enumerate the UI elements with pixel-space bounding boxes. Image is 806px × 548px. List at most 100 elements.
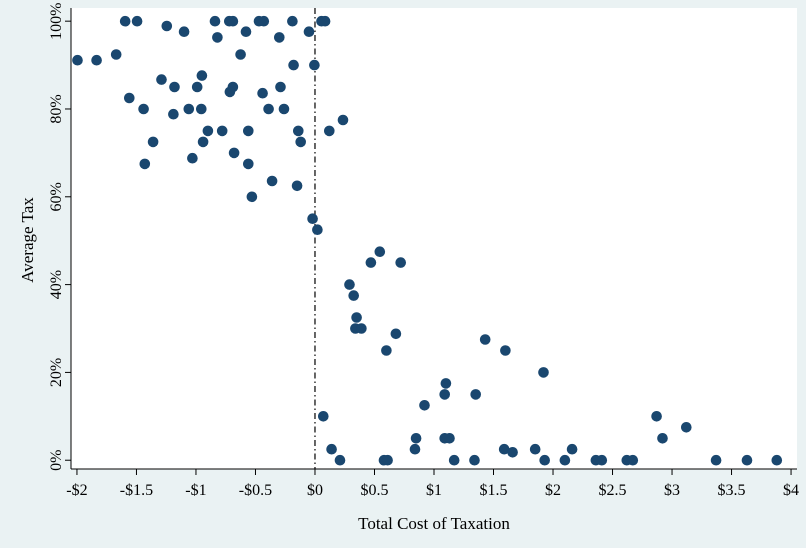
- data-point: [307, 213, 318, 224]
- data-point: [209, 15, 221, 27]
- data-point: [168, 108, 179, 120]
- data-point: [337, 114, 349, 126]
- data-point: [566, 443, 578, 455]
- data-point: [348, 290, 360, 301]
- x-tick-label: $0.5: [360, 482, 388, 499]
- data-point: [319, 15, 331, 27]
- axes-layer: -$2 -$1.5 -$1 -$0.5 $0 $0.5 $1 $1.5 $2 $2.5 $3 $3.5…: [48, 3, 799, 499]
- data-point: [390, 328, 402, 340]
- data-point: [274, 32, 285, 43]
- data-point: [246, 191, 258, 203]
- data-point: [500, 345, 511, 356]
- data-point: [681, 422, 692, 433]
- data-point: [196, 70, 208, 81]
- data-point: [469, 454, 480, 466]
- data-point: [257, 87, 268, 99]
- x-tick-label: $1.5: [480, 482, 508, 499]
- data-point: [196, 103, 207, 115]
- plot-area: [71, 8, 797, 469]
- data-point: [470, 389, 482, 400]
- data-point: [139, 158, 151, 170]
- y-axis-title: Average Tax: [18, 197, 37, 283]
- data-point: [227, 15, 239, 27]
- data-point: [419, 400, 430, 411]
- y-tick-label: 80%: [48, 94, 65, 123]
- data-point: [235, 49, 246, 60]
- data-point: [169, 81, 180, 93]
- data-point: [178, 26, 190, 37]
- data-point: [771, 454, 783, 466]
- x-tick-label: $3.5: [718, 482, 746, 499]
- data-point: [344, 279, 355, 290]
- data-point: [287, 15, 298, 27]
- x-tick-label: $4: [783, 482, 799, 499]
- y-tick-label: 60%: [48, 182, 65, 211]
- data-point: [439, 389, 451, 400]
- data-point: [479, 334, 491, 345]
- data-point: [596, 454, 608, 466]
- data-point: [278, 103, 290, 115]
- data-point: [240, 26, 252, 37]
- data-point: [147, 136, 159, 148]
- data-point: [212, 32, 223, 43]
- data-point: [539, 454, 550, 466]
- data-point: [538, 367, 549, 378]
- data-point: [741, 454, 753, 466]
- data-point: [559, 454, 571, 466]
- data-point: [312, 224, 323, 235]
- data-point: [288, 59, 299, 71]
- x-tick-label: -$2: [66, 482, 87, 499]
- data-point: [295, 136, 307, 148]
- data-point: [324, 125, 335, 137]
- data-point: [138, 103, 149, 115]
- data-point: [303, 26, 315, 37]
- data-point: [356, 323, 367, 334]
- x-tick-label: $2.5: [599, 482, 627, 499]
- data-point: [507, 447, 518, 458]
- data-point: [161, 20, 173, 32]
- data-points-layer: [72, 15, 783, 466]
- data-point: [440, 378, 452, 389]
- data-point: [498, 443, 510, 455]
- data-point: [124, 92, 135, 104]
- data-point: [627, 454, 639, 466]
- data-point: [216, 125, 228, 137]
- y-tick-label: 0%: [48, 450, 65, 471]
- y-tick-label: 20%: [48, 358, 65, 387]
- data-point: [183, 103, 195, 115]
- data-point: [243, 125, 254, 137]
- data-point: [374, 246, 386, 257]
- data-point: [119, 15, 131, 27]
- x-tick-label: $3: [664, 482, 680, 499]
- x-tick-label: -$1: [185, 482, 206, 499]
- data-point: [651, 411, 662, 422]
- data-point: [72, 54, 83, 66]
- y-tick-label: 100%: [48, 3, 65, 40]
- data-point: [448, 454, 460, 466]
- y-tick-label: 40%: [48, 270, 65, 299]
- data-point: [365, 257, 377, 268]
- data-point: [258, 15, 270, 27]
- data-point: [318, 411, 329, 422]
- data-point: [293, 125, 304, 137]
- data-point: [197, 136, 209, 148]
- data-point: [529, 443, 541, 455]
- data-point: [444, 433, 455, 444]
- x-tick-label: -$1.5: [120, 482, 153, 499]
- data-point: [202, 125, 214, 137]
- data-point: [334, 454, 346, 466]
- data-point: [382, 454, 393, 466]
- data-point: [156, 74, 167, 85]
- data-point: [243, 158, 254, 170]
- data-point: [131, 15, 143, 27]
- data-point: [381, 345, 392, 356]
- data-point: [110, 49, 122, 60]
- data-point: [410, 433, 422, 444]
- data-point: [228, 147, 240, 159]
- x-tick-label: $2: [545, 482, 561, 499]
- x-tick-label: $1: [426, 482, 442, 499]
- data-point: [351, 312, 362, 323]
- data-point: [291, 180, 303, 192]
